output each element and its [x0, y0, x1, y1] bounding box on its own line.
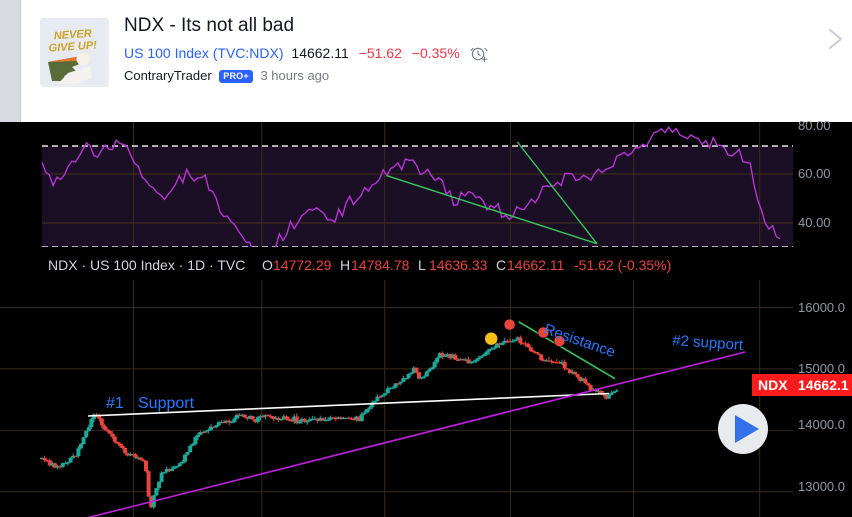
svg-text:NDX: NDX [758, 377, 788, 393]
svg-text:60.00: 60.00 [798, 166, 831, 181]
svg-text:80.00: 80.00 [798, 118, 831, 133]
svg-text:NDX · US 100 Index · 1D · TVC: NDX · US 100 Index · 1D · TVC [48, 257, 245, 273]
svg-text:H: H [340, 257, 350, 273]
svg-text:14000.0: 14000.0 [798, 417, 845, 432]
svg-text:13000.0: 13000.0 [798, 479, 845, 494]
svg-text:L: L [418, 257, 426, 273]
svg-text:O: O [262, 257, 273, 273]
svg-text:Support: Support [138, 395, 195, 412]
svg-text:15000.0: 15000.0 [798, 361, 845, 376]
svg-text:14662.1: 14662.1 [798, 377, 849, 393]
svg-text:C: C [496, 257, 506, 273]
svg-text:14662.11: 14662.11 [507, 257, 565, 273]
svg-text:40.00: 40.00 [798, 215, 831, 230]
svg-text:#1: #1 [106, 395, 124, 412]
svg-text:14636.33: 14636.33 [429, 257, 488, 273]
svg-text:14784.78: 14784.78 [351, 257, 410, 273]
svg-text:16000.0: 16000.0 [798, 300, 845, 315]
svg-text:-51.62 (-0.35%): -51.62 (-0.35%) [574, 257, 671, 273]
svg-text:14772.29: 14772.29 [273, 257, 332, 273]
